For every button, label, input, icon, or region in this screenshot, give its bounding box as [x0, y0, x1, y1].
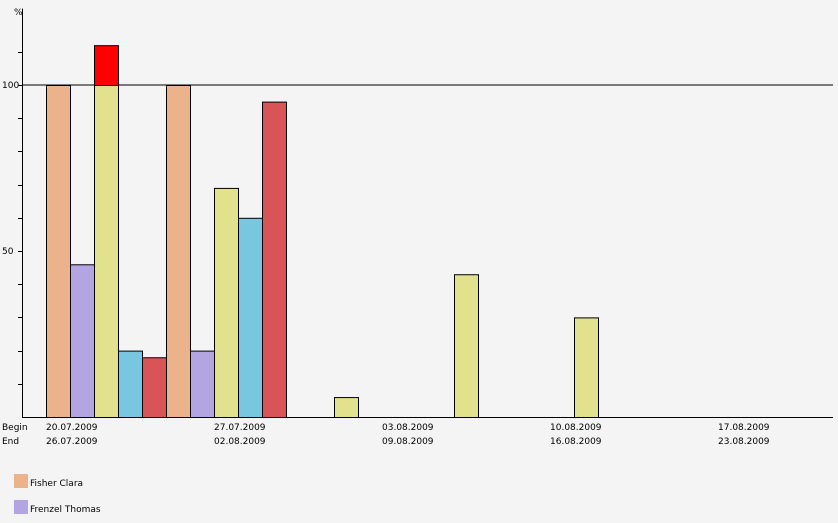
period-begin-label: 27.07.2009: [214, 423, 266, 433]
bars: [46, 45, 599, 419]
bar: [334, 397, 359, 418]
bar: [214, 187, 239, 418]
y-tick-label: 50: [2, 247, 14, 257]
legend-swatch: [14, 500, 28, 514]
period-end-label: 02.08.2009: [214, 437, 266, 447]
bar: [142, 357, 167, 418]
period-begin-label: 20.07.2009: [46, 423, 98, 433]
bar: [262, 101, 287, 418]
bar: [166, 85, 191, 418]
y-tick-label: 100: [2, 81, 19, 91]
legend-label: Frenzel Thomas: [30, 505, 101, 515]
legend-swatch: [14, 474, 28, 488]
overload-bar-segment: [94, 45, 119, 86]
period-begin-label: 03.08.2009: [382, 423, 434, 433]
bar: [118, 350, 143, 419]
period-begin-label: 10.08.2009: [550, 423, 602, 433]
axes: [18, 8, 833, 418]
period-end-label: 09.08.2009: [382, 437, 434, 447]
bar: [238, 217, 263, 418]
period-begin-label: 17.08.2009: [718, 423, 770, 433]
bar: [70, 264, 95, 418]
period-end-label: 23.08.2009: [718, 437, 770, 447]
period-date-labels: 20.07.2009 26.07.2009 27.07.2009 02.08.2009…: [46, 423, 770, 447]
bar: [454, 274, 479, 418]
bar: [574, 317, 599, 418]
bar: [190, 350, 215, 419]
bar: [46, 85, 71, 418]
period-end-label: 26.07.2009: [46, 437, 98, 447]
period-end-label: 16.08.2009: [550, 437, 602, 447]
end-row-label: End: [2, 437, 19, 447]
begin-row-label: Begin: [2, 423, 28, 433]
y-tick-labels: 50 100: [2, 81, 19, 257]
bar: [94, 85, 119, 418]
y-axis-unit-label: %: [14, 8, 23, 18]
legend-label: Fisher Clara: [30, 479, 84, 489]
